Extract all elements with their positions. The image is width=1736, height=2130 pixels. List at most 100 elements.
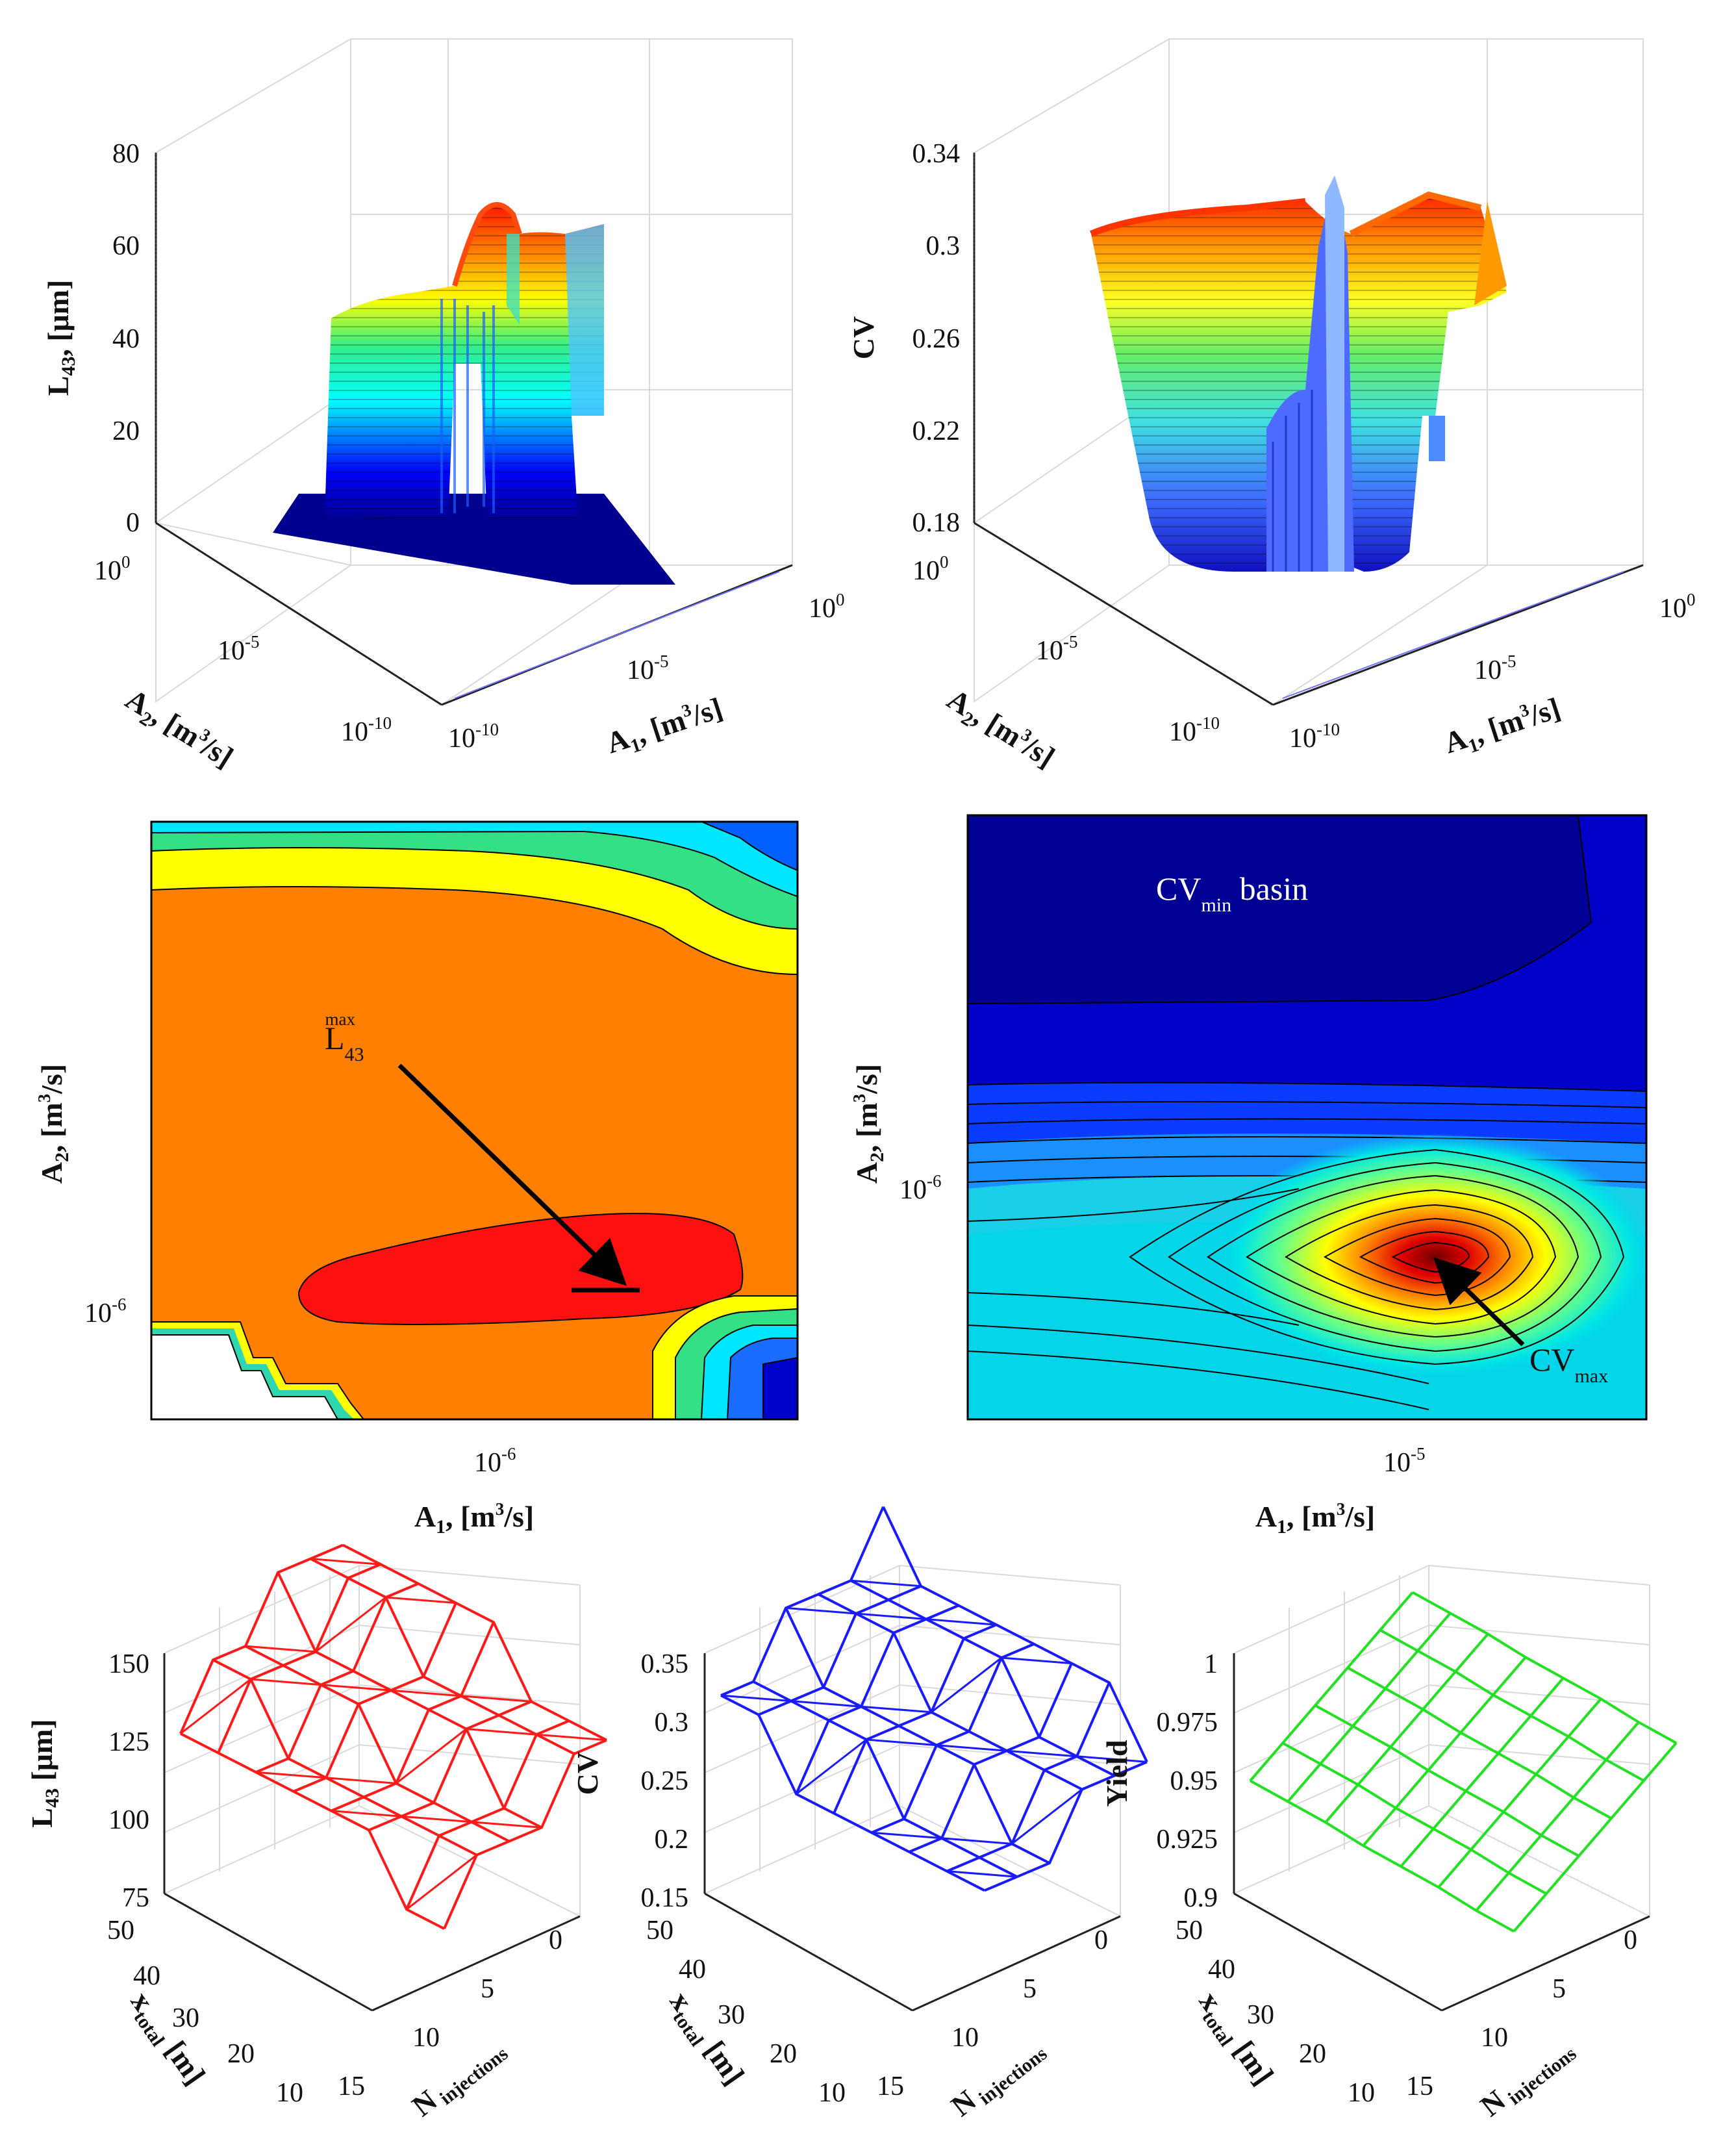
mesh-line [1315, 1704, 1579, 1857]
y-axis-label: A2, [m3/s] [118, 681, 240, 778]
z-tick: 0.15 [641, 1883, 689, 1913]
y-axis: 100 10-5 10-10 A2, [m3/s] [912, 552, 1220, 778]
mesh-line [179, 1543, 344, 1734]
x-tick: 5 [1552, 1974, 1566, 2004]
mesh-line [946, 1870, 1018, 1878]
mesh-line [790, 1700, 862, 1708]
mesh-line [866, 1738, 937, 1747]
z-tick: 150 [108, 1649, 149, 1679]
y-tick: 10-10 [1169, 713, 1220, 747]
z-tick: 125 [108, 1727, 149, 1757]
mesh-line [758, 1584, 922, 1716]
x-tick: 15 [877, 2072, 904, 2101]
mesh-line [1324, 1633, 1489, 1823]
mesh-line [1362, 1656, 1527, 1847]
mesh-line [871, 1643, 1035, 1834]
z-tick: 0.26 [912, 324, 961, 354]
z-tick: 0.925 [1157, 1825, 1218, 1855]
z-tick: 0.34 [912, 139, 961, 169]
surface-l43 [273, 202, 675, 585]
z-tick: 0 [126, 508, 140, 538]
mesh-line [342, 1543, 607, 1742]
x-tick: 5 [1023, 1974, 1037, 2004]
axes-box [703, 1565, 1121, 2012]
panel-bottom-middle-mesh: 0.35 0.3 0.25 0.2 0.15 CV 50 40 30 20 10… [571, 1506, 1148, 2125]
mesh-cv [720, 1506, 1148, 1892]
z-axis: 0.35 0.3 0.25 0.2 0.15 CV [571, 1649, 688, 1913]
mesh-line [255, 1582, 419, 1774]
mesh-line [1076, 1755, 1148, 1763]
mesh-line [941, 1837, 1013, 1845]
x-tick: 0 [549, 1925, 562, 1955]
y-tick: 10-10 [341, 713, 392, 747]
x-tick: 100 [1659, 590, 1696, 624]
mesh-line [405, 1719, 570, 1910]
y-axis: 50 40 30 20 10 xtotal [m] [107, 1916, 303, 2108]
axes-labels: 10-6 10-5 A1, [m3/s] A2, [m3/s] [849, 1064, 1426, 1538]
mesh-line [871, 1831, 942, 1840]
y-axis: 50 40 30 20 10 xtotal [m] [646, 1916, 846, 2108]
mesh-line [1475, 1721, 1640, 1912]
mesh-line [315, 1596, 386, 1653]
mesh-line [882, 1506, 1148, 1763]
x-tick: 10 [1481, 2023, 1508, 2053]
z-tick: 75 [122, 1883, 149, 1913]
mesh-yield [1249, 1591, 1678, 1933]
y-tick: 50 [646, 1916, 673, 1946]
y-axis: 50 40 30 20 10 xtotal [m] [1176, 1916, 1375, 2108]
mesh-line [255, 1771, 327, 1779]
y-tick: 100 [912, 552, 949, 586]
mesh-line [212, 1658, 477, 1857]
axes-box [155, 38, 793, 706]
z-axis: 150 125 100 75 L43 [μm] [25, 1649, 149, 1913]
mesh-line [460, 1695, 532, 1703]
x-axis-label: A1, [m3/s] [1440, 691, 1566, 764]
mesh-line [250, 1678, 321, 1686]
y-tick: 100 [94, 552, 131, 586]
y-tick: 50 [107, 1916, 134, 1946]
mesh-line [385, 1596, 457, 1604]
mesh-line [1437, 1697, 1602, 1888]
z-tick: 0.3 [926, 231, 961, 261]
z-tick: 0.9 [1184, 1883, 1218, 1913]
x-tick: 10-10 [448, 720, 499, 754]
mesh-line [720, 1694, 985, 1892]
y-tick: 20 [227, 2039, 255, 2069]
panel-bottom-left-mesh: 150 125 100 75 L43 [μm] 50 40 30 20 10 x… [25, 1543, 607, 2125]
y-tick: 20 [1299, 2039, 1326, 2069]
mesh-line [1001, 1656, 1072, 1665]
x-axis-label: A1, [m3/s] [1255, 1499, 1375, 1538]
y-axis: 100 10-5 10-10 A2, [m3/s] [94, 552, 392, 778]
mesh-line [536, 1733, 607, 1742]
mesh-line [795, 1604, 959, 1795]
x-tick: 10-5 [1474, 652, 1516, 685]
mesh-line [850, 1579, 1115, 1777]
mesh-line [245, 1645, 510, 1843]
panel-middle-right-contour: CVmax CVmin basin 10-6 10-5 A1, [m3/s] A… [849, 814, 1648, 1538]
mesh-line [277, 1571, 542, 1829]
mesh-line [180, 1732, 445, 1930]
y-tick: 10-6 [899, 1171, 942, 1205]
x-tick: 15 [338, 2072, 365, 2101]
mesh-line [1379, 1629, 1644, 1782]
z-axis: 1 0.975 0.95 0.925 0.9 Yield [1100, 1649, 1218, 1913]
z-tick: 0.3 [655, 1708, 689, 1738]
mesh-line [1282, 1742, 1547, 1895]
mesh-line [1011, 1788, 1083, 1845]
mesh-line [1412, 1591, 1677, 1744]
x-tick: 0 [1094, 1925, 1108, 1955]
x-axis-label: A1, [m3/s] [414, 1499, 534, 1538]
z-tick: 20 [112, 416, 140, 446]
x-tick: 10 [412, 2023, 440, 2053]
z-tick: 0.975 [1157, 1708, 1218, 1738]
y-tick: 10-5 [1036, 632, 1078, 666]
x-tick: 10-6 [474, 1444, 516, 1478]
mesh-line [396, 1728, 467, 1784]
mesh-line [946, 1682, 1111, 1873]
z-axis-label: Yield [1100, 1740, 1133, 1807]
z-axis-label: L43, [μm] [42, 280, 79, 396]
mesh-line [310, 1557, 575, 1755]
mesh-line [331, 1810, 402, 1818]
x-tick: 5 [481, 1974, 494, 2004]
